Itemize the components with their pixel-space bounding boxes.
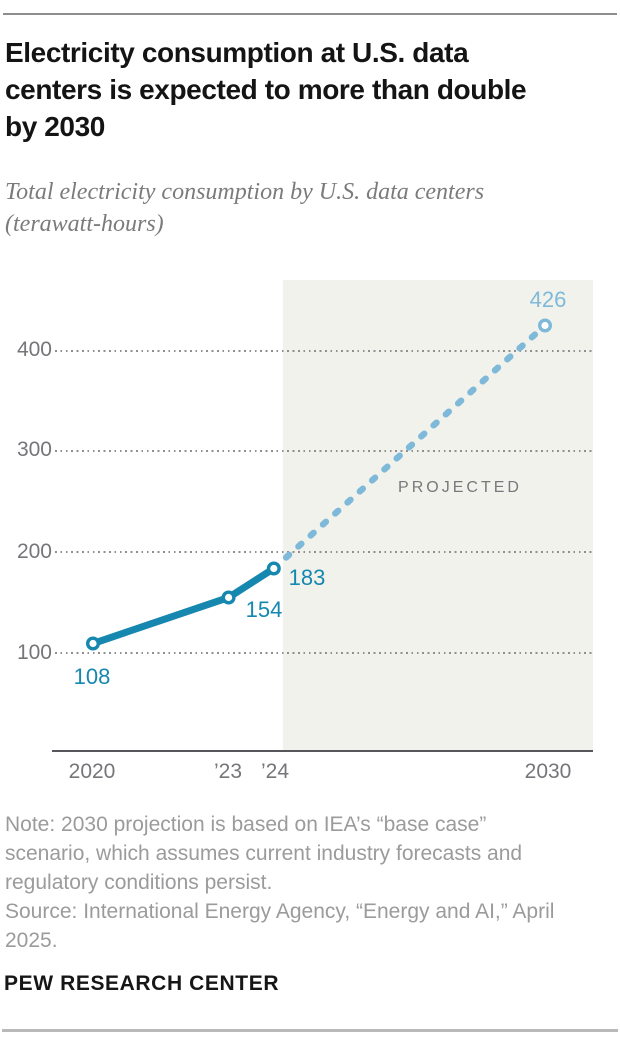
gridline-100: [55, 652, 593, 654]
x-axis-line: [52, 750, 593, 752]
x-tick-2020: 2020: [68, 760, 116, 783]
gridline-200: [55, 551, 593, 553]
projected-label: PROJECTED: [398, 479, 522, 496]
bottom-divider: [2, 1029, 618, 1032]
y-tick-300: 300: [16, 438, 52, 461]
x-tick-24: ’24: [260, 760, 290, 783]
y-tick-400: 400: [16, 338, 52, 361]
x-tick-23: ’23: [213, 760, 243, 783]
point-label-2024: 183: [288, 565, 326, 590]
note-block: Note: 2030 projection is based on IEA’s …: [5, 810, 570, 955]
point-label-2023: 154: [245, 597, 283, 622]
chart-subtitle: Total electricity consumption by U.S. da…: [5, 179, 485, 237]
chart-title: Electricity consumption at U.S. data cen…: [5, 37, 527, 142]
y-tick-100: 100: [16, 641, 52, 664]
gridline-300: [55, 449, 593, 452]
note-text: Note: 2030 projection is based on IEA’s …: [5, 813, 523, 894]
source-text: Source: International Energy Agency, “En…: [5, 900, 555, 952]
y-tick-200: 200: [16, 540, 52, 563]
point-label-2030: 426: [529, 287, 567, 312]
x-tick-2030: 2030: [524, 760, 572, 783]
line-series-plot: [85, 318, 553, 651]
gridline-400: [55, 349, 593, 352]
top-divider: [3, 13, 617, 15]
point-label-2020: 108: [73, 664, 111, 689]
brand-footer: PEW RESEARCH CENTER: [4, 972, 280, 995]
